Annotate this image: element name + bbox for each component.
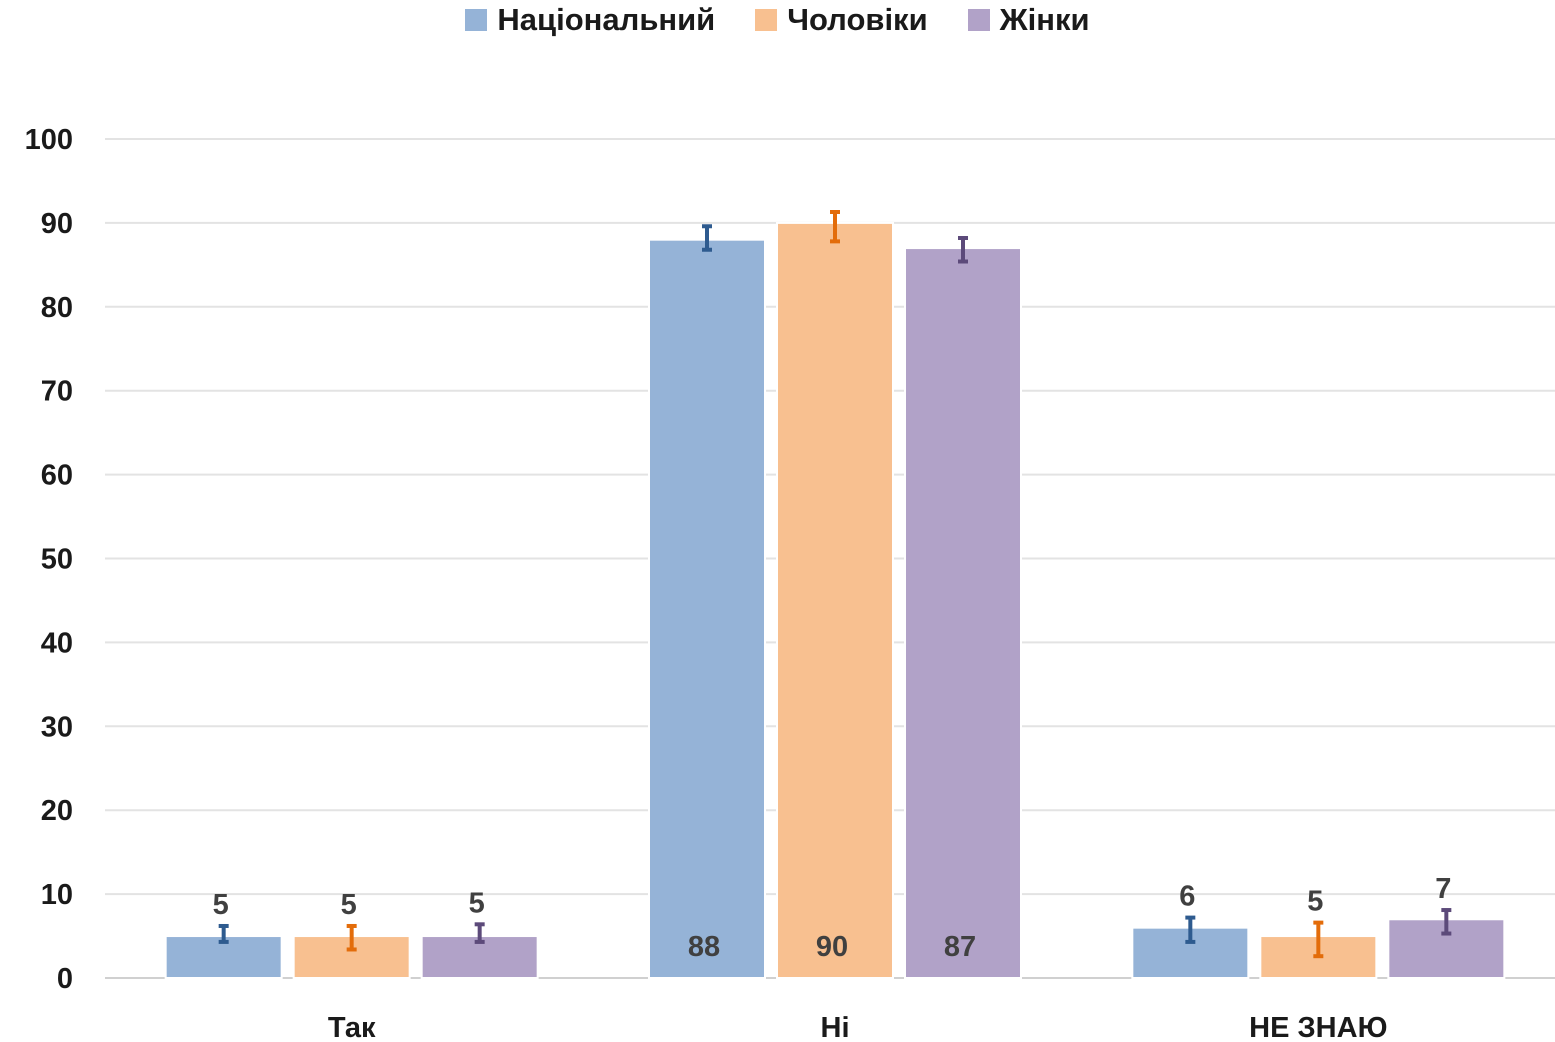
y-tick-label: 20	[41, 795, 73, 827]
legend-label-national: Національний	[497, 2, 716, 37]
bar	[776, 221, 894, 979]
legend-swatch-national	[465, 9, 488, 31]
legend-swatch-women	[967, 9, 990, 31]
y-tick-label: 100	[25, 124, 73, 156]
data-label: 87	[944, 931, 976, 963]
legend-item-national: Національний	[465, 2, 715, 38]
data-label: 5	[1307, 886, 1323, 918]
data-labels: 5 5 5 88 90 87 6 5 7	[213, 873, 1452, 963]
y-tick-label: 50	[41, 544, 73, 576]
y-axis: 0 10 20 30 40 50 60 70 80 90 100	[25, 124, 73, 995]
legend-swatch-men	[755, 9, 778, 31]
error-bars	[218, 209, 1452, 959]
data-label: 90	[816, 931, 848, 963]
data-label: 5	[341, 889, 357, 921]
data-label: 5	[469, 887, 485, 919]
y-tick-label: 10	[41, 879, 73, 911]
legend-label-women: Жінки	[999, 2, 1090, 37]
bar	[648, 238, 766, 979]
y-tick-label: 40	[41, 627, 73, 659]
data-label: 88	[688, 931, 720, 963]
data-label: 6	[1179, 881, 1195, 913]
y-tick-label: 70	[41, 376, 73, 408]
x-axis: Так Ні НЕ ЗНАЮ	[328, 1012, 1388, 1042]
y-tick-label: 60	[41, 460, 73, 492]
legend-item-men: Чоловіки	[755, 2, 928, 38]
x-tick-label: НЕ ЗНАЮ	[1249, 1012, 1387, 1042]
y-tick-label: 0	[57, 963, 73, 995]
x-tick-label: Ні	[821, 1012, 850, 1042]
y-tick-label: 80	[41, 292, 73, 324]
data-label: 5	[213, 889, 229, 921]
legend-item-women: Жінки	[967, 2, 1090, 38]
bars	[164, 221, 1506, 980]
x-tick-label: Так	[328, 1012, 376, 1042]
bar	[904, 247, 1022, 979]
data-label: 7	[1435, 873, 1451, 905]
y-tick-label: 90	[41, 208, 73, 240]
legend: Національний Чоловіки Жінки	[0, 2, 1555, 38]
y-tick-label: 30	[41, 711, 73, 743]
legend-label-men: Чоловіки	[787, 2, 928, 37]
